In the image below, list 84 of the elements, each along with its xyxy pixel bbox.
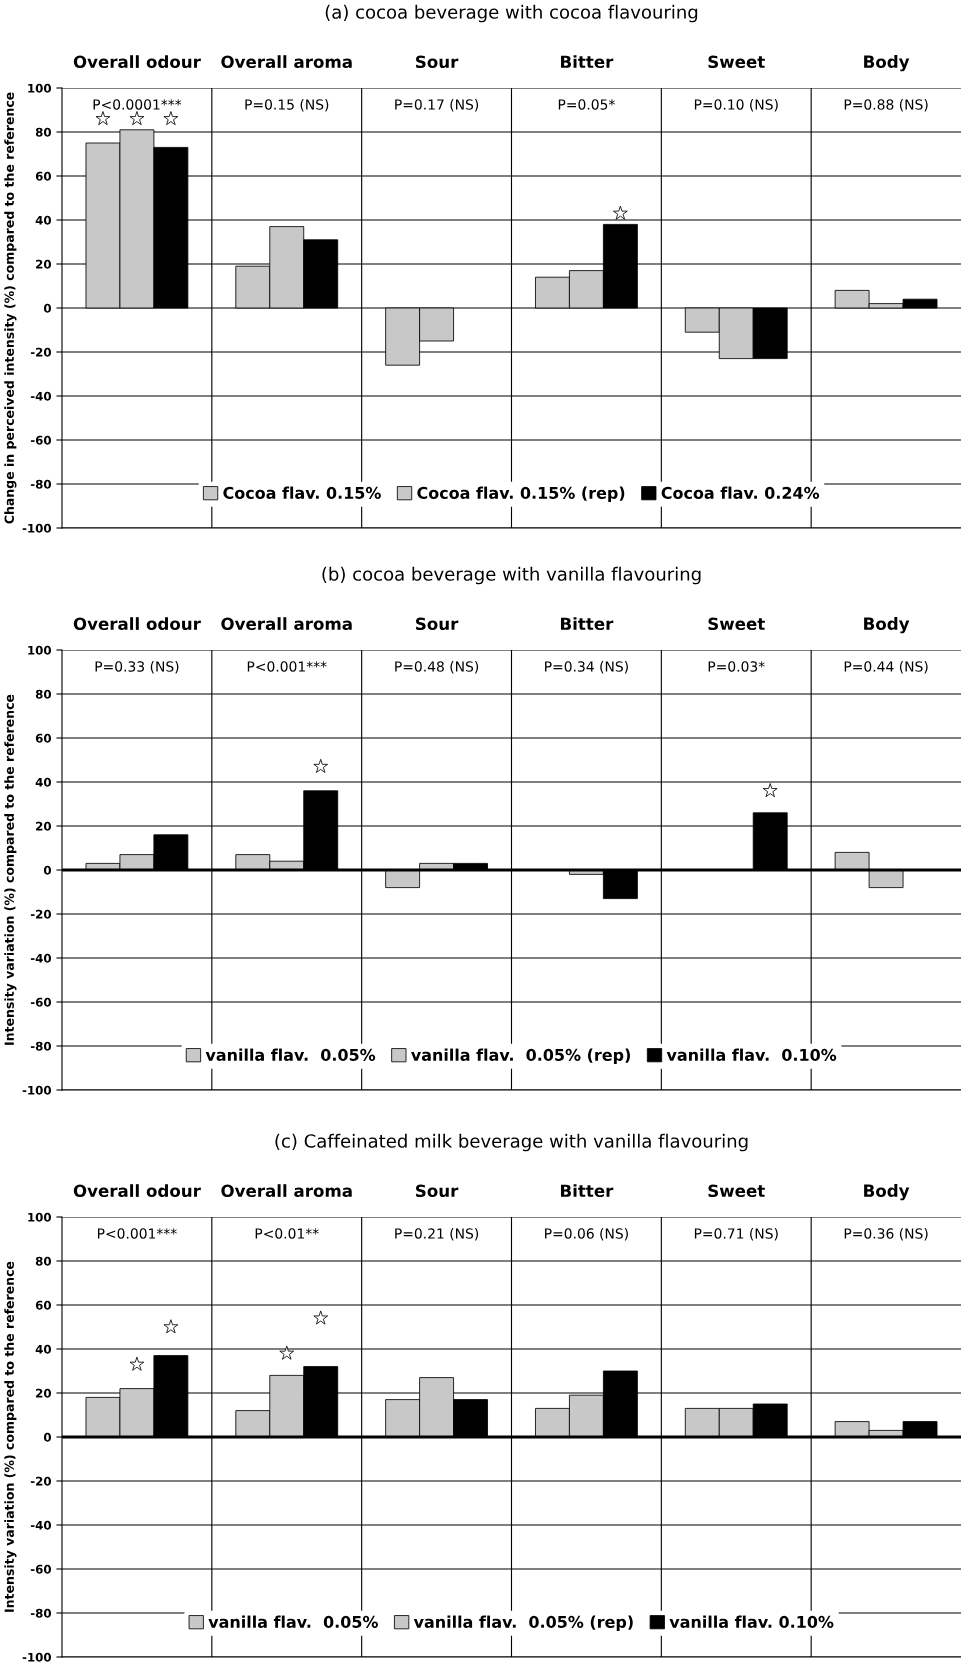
legend-label: vanilla flav. 0.05% (rep) xyxy=(411,1048,630,1065)
annotation: P<0.001*** xyxy=(247,661,327,672)
y-tick-label: 40 xyxy=(35,777,52,787)
x-tick-label: Overall aroma xyxy=(221,1184,352,1198)
y-tick-label: -40 xyxy=(30,953,52,963)
x-tick-label: Bitter xyxy=(561,1184,614,1198)
y-tick-label: 20 xyxy=(36,1388,52,1398)
y-tick-label: -100 xyxy=(22,1652,52,1662)
y-tick-label: 100 xyxy=(28,83,52,93)
annotation: P<0.0001*** xyxy=(93,99,182,110)
annotation: P=0.33 (NS) xyxy=(95,661,179,674)
x-tick-label: Sour xyxy=(416,1184,459,1198)
x-tick-label: Overall odour xyxy=(73,1184,201,1198)
x-tick-label: Sour xyxy=(416,55,459,69)
chart-title: (a) cocoa beverage with cocoa flavouring xyxy=(325,4,698,23)
y-tick-label: 80 xyxy=(35,1256,52,1266)
legend-label: Cocoa flav. 0.15% (rep) xyxy=(417,486,625,503)
x-tick-label: Body xyxy=(864,1184,910,1201)
annotation: P<0.001*** xyxy=(97,1228,177,1239)
annotation: P=0.03* xyxy=(708,661,765,672)
y-tick-label: 0 xyxy=(43,1432,52,1442)
annotation: P=0.88 (NS) xyxy=(844,99,928,112)
x-tick-label: Sweet xyxy=(708,1184,765,1198)
y-tick-label: 60 xyxy=(35,171,52,181)
y-axis-title: Intensity variation (%) compared to the reference xyxy=(4,694,17,1045)
y-tick-label: 60 xyxy=(35,1300,52,1310)
legend-label: Cocoa flav. 0.15% xyxy=(223,486,381,499)
y-tick-label: -20 xyxy=(30,909,52,919)
x-tick-label: Bitter xyxy=(561,55,614,69)
y-tick-label: -40 xyxy=(30,1520,52,1530)
y-tick-label: -100 xyxy=(22,523,52,533)
y-axis-title: Change in perceived intensity (%) compared to the reference xyxy=(4,92,17,524)
y-tick-label: -100 xyxy=(22,1085,52,1095)
y-tick-label: 60 xyxy=(35,733,52,743)
annotation: P=0.48 (NS) xyxy=(395,661,479,674)
annotation: P=0.06 (NS) xyxy=(545,1228,628,1241)
y-tick-label: 100 xyxy=(28,1212,52,1222)
annotation: P=0.36 (NS) xyxy=(844,1228,928,1241)
annotation: P<0.01** xyxy=(255,1228,319,1239)
y-tick-label: -60 xyxy=(30,997,52,1007)
y-tick-label: -80 xyxy=(30,479,52,489)
y-tick-label: 40 xyxy=(35,1344,52,1354)
annotation: P=0.17 (NS) xyxy=(395,99,479,112)
x-tick-label: Body xyxy=(864,55,910,72)
legend-label: vanilla flav. 0.05% xyxy=(205,1048,376,1061)
y-tick-label: 80 xyxy=(35,127,52,137)
y-tick-label: 20 xyxy=(36,821,52,831)
chart-title: (b) cocoa beverage with vanilla flavouring xyxy=(322,566,701,585)
y-tick-label: -60 xyxy=(30,1564,52,1574)
y-tick-label: 0 xyxy=(43,303,52,313)
x-tick-label: Sour xyxy=(416,617,459,631)
y-tick-label: 20 xyxy=(36,259,52,269)
x-tick-label: Overall odour xyxy=(73,55,201,69)
annotation: P=0.34 (NS) xyxy=(545,661,628,674)
x-tick-label: Overall aroma xyxy=(221,55,352,69)
y-tick-label: 80 xyxy=(35,689,52,699)
annotation: P=0.44 (NS) xyxy=(844,661,928,674)
y-tick-label: -20 xyxy=(30,1476,52,1486)
y-tick-label: -60 xyxy=(30,435,52,445)
x-tick-label: Sweet xyxy=(708,55,765,69)
x-tick-label: Sweet xyxy=(708,617,765,631)
legend-label: vanilla flav. 0.10% xyxy=(666,1048,837,1061)
x-tick-label: Body xyxy=(864,617,910,634)
x-tick-label: Bitter xyxy=(561,617,614,631)
annotation: P=0.21 (NS) xyxy=(395,1228,479,1241)
legend-label: Cocoa flav. 0.24% xyxy=(661,486,820,499)
y-tick-label: -40 xyxy=(30,391,52,401)
annotation: P=0.05* xyxy=(558,99,615,110)
chart-title: (c) Caffeinated milk beverage with vanilla flavouring xyxy=(275,1133,748,1152)
legend-label: vanilla flav. 0.05% xyxy=(208,1615,378,1628)
legend-label: vanilla flav. 0.05% (rep) xyxy=(413,1615,633,1632)
y-tick-label: -80 xyxy=(30,1041,52,1051)
y-tick-label: 40 xyxy=(35,215,52,225)
annotation: P=0.15 (NS) xyxy=(245,99,329,112)
annotation: P=0.71 (NS) xyxy=(694,1228,778,1241)
legend-label: vanilla flav. 0.10% xyxy=(669,1615,834,1628)
y-tick-label: 100 xyxy=(28,645,52,655)
x-tick-label: Overall aroma xyxy=(221,617,352,631)
y-axis-title: Intensity variation (%) compared to the reference xyxy=(4,1261,17,1612)
x-tick-label: Overall odour xyxy=(73,617,201,631)
annotation: P=0.10 (NS) xyxy=(694,99,778,112)
y-tick-label: -20 xyxy=(30,347,52,357)
y-tick-label: 0 xyxy=(43,865,52,875)
y-tick-label: -80 xyxy=(30,1608,52,1618)
